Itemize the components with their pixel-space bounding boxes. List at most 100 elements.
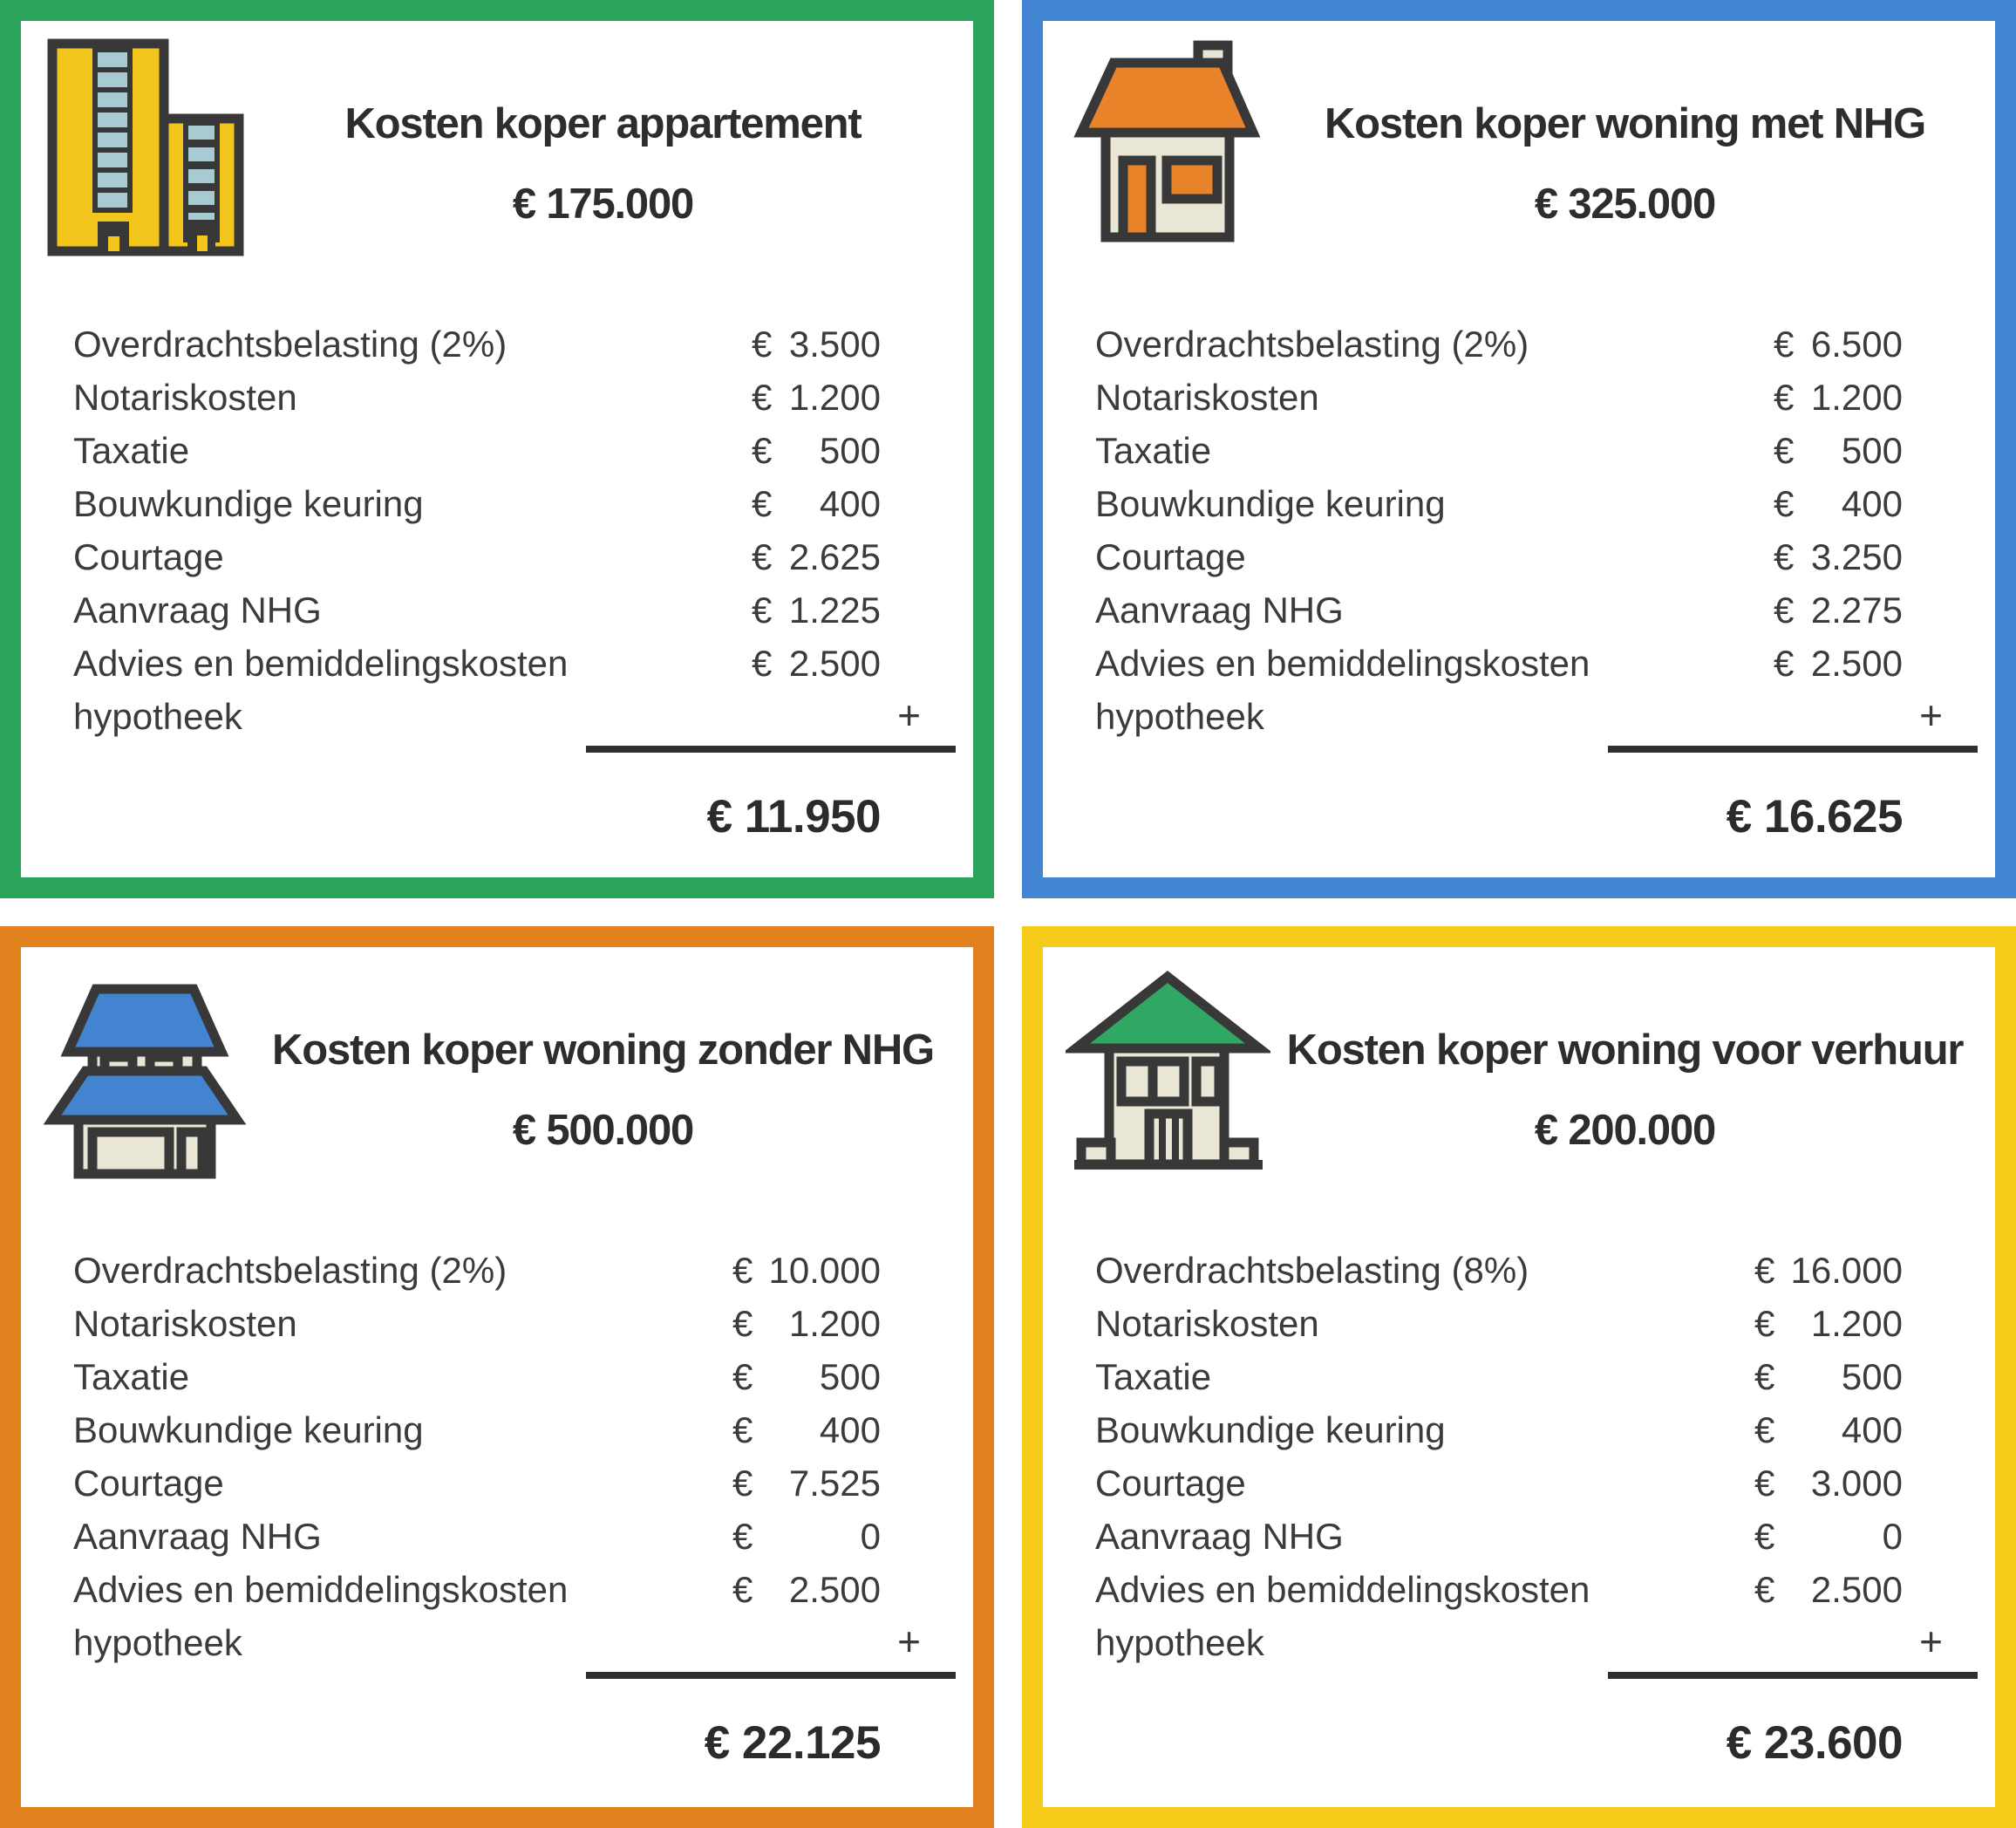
cost-row: Taxatie €500 xyxy=(73,1350,881,1403)
cost-items-list: Overdrachtsbelasting (8%) €16.000 Notaris… xyxy=(1095,1244,1943,1669)
cost-row: Courtage €3.250 xyxy=(1095,530,1903,583)
cost-label: hypotheek xyxy=(1095,1621,1264,1663)
cost-row: Advies en bemiddelingskosten €2.500 xyxy=(73,637,881,690)
cost-amount: €3.000 xyxy=(1754,1463,1903,1504)
panel-header: Kosten koper woning voor verhuur € 200.0… xyxy=(1066,961,1979,1186)
cost-label: Taxatie xyxy=(1095,429,1212,471)
cost-label: Aanvraag NHG xyxy=(73,589,322,631)
cost-amount: €7.525 xyxy=(732,1463,881,1504)
panel-appartement: Kosten koper appartement € 175.000 Overd… xyxy=(0,0,994,898)
cost-value: 0 xyxy=(860,1515,881,1557)
cost-amount: €2.625 xyxy=(752,536,881,578)
cost-row: Bouwkundige keuring €400 xyxy=(73,1403,881,1456)
euro-sign: € xyxy=(1774,482,1795,524)
cost-label: Taxatie xyxy=(73,1355,190,1397)
cost-amount: €6.500 xyxy=(1774,324,1903,365)
cost-amount: €1.200 xyxy=(752,377,881,419)
cost-value: 10.000 xyxy=(768,1249,881,1291)
cost-amount: €3.500 xyxy=(752,324,881,365)
panel-woning-met-nhg: Kosten koper woning met NHG € 325.000 Ov… xyxy=(1022,0,2016,898)
euro-sign: € xyxy=(1754,1355,1775,1397)
cost-label: Overdrachtsbelasting (2%) xyxy=(1095,323,1529,365)
house-green-roof-icon xyxy=(1066,971,1270,1170)
euro-sign: € xyxy=(732,1249,753,1291)
euro-sign: € xyxy=(1774,323,1795,365)
cost-label: Courtage xyxy=(73,1462,224,1504)
euro-sign: € xyxy=(1754,1409,1775,1450)
cost-amount: €400 xyxy=(1754,1409,1903,1451)
cost-row: Courtage €3.000 xyxy=(1095,1456,1903,1510)
panel-woning-zonder-nhg: Kosten koper woning zonder NHG € 500.000… xyxy=(0,926,994,1828)
cost-value: 400 xyxy=(819,1409,881,1450)
cost-row: Aanvraag NHG €0 xyxy=(1095,1510,1903,1563)
cost-value: 3.250 xyxy=(1810,535,1903,577)
cost-amount: €3.250 xyxy=(1774,536,1903,578)
cost-label: hypotheek xyxy=(73,695,242,737)
cost-amount: €500 xyxy=(752,430,881,472)
euro-sign: € xyxy=(732,1302,753,1344)
cost-value: 1.200 xyxy=(788,1302,881,1344)
cost-label: Notariskosten xyxy=(1095,376,1319,418)
cost-label: Aanvraag NHG xyxy=(73,1515,322,1557)
cost-value: 3.000 xyxy=(1810,1462,1903,1504)
cost-value: 16.000 xyxy=(1790,1249,1903,1291)
cost-value: 2.625 xyxy=(788,535,881,577)
cost-amount: €10.000 xyxy=(732,1250,881,1292)
cost-label: Bouwkundige keuring xyxy=(1095,1409,1446,1450)
euro-sign: € xyxy=(1754,1515,1775,1557)
cost-row: Notariskosten €1.200 xyxy=(1095,1297,1903,1350)
euro-sign: € xyxy=(1754,1302,1775,1344)
euro-sign: € xyxy=(1774,589,1795,631)
total-amount: € 16.625 xyxy=(1726,791,1904,842)
cost-row: Advies en bemiddelingskosten €2.500 xyxy=(1095,1563,1903,1616)
total-amount: € 23.600 xyxy=(1726,1717,1904,1769)
cost-amount: €1.200 xyxy=(732,1303,881,1345)
cost-row: Aanvraag NHG €0 xyxy=(73,1510,881,1563)
cost-label: Overdrachtsbelasting (2%) xyxy=(73,323,507,365)
total-amount: € 22.125 xyxy=(704,1717,882,1769)
cost-amount: €500 xyxy=(1754,1356,1903,1398)
sum-line xyxy=(586,746,956,753)
panel-title-block: Kosten koper appartement € 175.000 xyxy=(249,35,957,260)
cost-label: Courtage xyxy=(1095,1462,1246,1504)
cost-label: Notariskosten xyxy=(73,1302,297,1344)
cost-value: 2.500 xyxy=(1810,642,1903,684)
cost-row: Overdrachtsbelasting (2%) €3.500 xyxy=(73,317,881,371)
sum-line xyxy=(1608,1672,1978,1679)
euro-sign: € xyxy=(752,376,773,418)
cost-value: 1.200 xyxy=(788,376,881,418)
cost-value: 400 xyxy=(819,482,881,524)
cost-amount: €400 xyxy=(732,1409,881,1451)
panel-woning-voor-verhuur: Kosten koper woning voor verhuur € 200.0… xyxy=(1022,926,2016,1828)
euro-sign: € xyxy=(732,1462,753,1504)
cost-label: Advies en bemiddelingskosten xyxy=(1095,642,1590,684)
cost-value: 1.200 xyxy=(1810,1302,1903,1344)
cost-row: Taxatie €500 xyxy=(1095,1350,1903,1403)
cost-row: hypotheek + xyxy=(1095,1616,1943,1669)
cost-label: Aanvraag NHG xyxy=(1095,589,1344,631)
cost-value: 3.500 xyxy=(788,323,881,365)
cost-value: 500 xyxy=(819,429,881,471)
cost-label: Bouwkundige keuring xyxy=(73,482,424,524)
cost-label: Taxatie xyxy=(73,429,190,471)
cost-label: hypotheek xyxy=(73,1621,242,1663)
panel-price: € 175.000 xyxy=(512,181,694,228)
cost-label: Bouwkundige keuring xyxy=(73,1409,424,1450)
cost-row: Overdrachtsbelasting (2%) €6.500 xyxy=(1095,317,1903,371)
cost-amount: €400 xyxy=(1774,483,1903,525)
euro-sign: € xyxy=(1754,1462,1775,1504)
panel-title-block: Kosten koper woning met NHG € 325.000 xyxy=(1270,35,1979,260)
panel-header: Kosten koper woning met NHG € 325.000 xyxy=(1066,35,1979,260)
cost-label: Taxatie xyxy=(1095,1355,1212,1397)
euro-sign: € xyxy=(752,429,773,471)
cost-value: 500 xyxy=(1841,1355,1903,1397)
euro-sign: € xyxy=(1774,642,1795,684)
panel-price: € 200.000 xyxy=(1534,1107,1716,1154)
euro-sign: € xyxy=(752,323,773,365)
sum-line xyxy=(1608,746,1978,753)
cost-amount: €2.500 xyxy=(752,643,881,685)
cost-amount: €0 xyxy=(1754,1516,1903,1558)
plus-sign: + xyxy=(897,692,921,738)
cost-value: 1.225 xyxy=(788,589,881,631)
